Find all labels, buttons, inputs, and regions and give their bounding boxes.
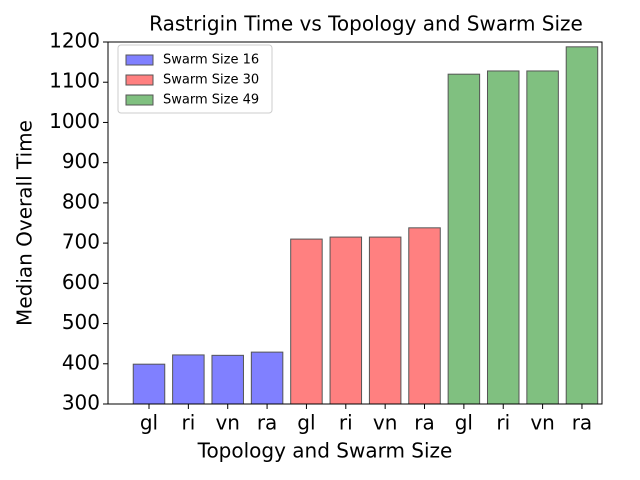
y-tick-label: 1200: [49, 29, 100, 53]
bar: [250, 351, 284, 405]
legend-box: [117, 44, 273, 114]
legend-label: Swarm Size 16: [163, 53, 259, 68]
x-tick-label: gl: [455, 411, 473, 435]
x-tick-label: ra: [414, 411, 434, 435]
x-tick-label: gl: [140, 411, 158, 435]
legend-label: Swarm Size 30: [163, 73, 259, 88]
y-tick-label: 300: [62, 391, 100, 415]
legend-swatch: [125, 74, 154, 86]
x-tick-label: vn: [215, 411, 240, 435]
legend-label: Swarm Size 49: [163, 93, 259, 108]
bar: [565, 46, 599, 405]
bar: [172, 354, 205, 405]
plot-frame: [107, 41, 603, 405]
bar: [408, 227, 441, 405]
bar: [132, 363, 166, 405]
bar: [211, 354, 244, 405]
legend-swatch: [125, 94, 154, 106]
y-tick-label: 800: [62, 189, 100, 213]
y-tick-label: 900: [62, 149, 100, 173]
bar: [329, 236, 363, 405]
x-tick-label: ri: [181, 411, 195, 435]
y-tick-label: 400: [62, 350, 100, 374]
x-tick-label: ri: [496, 411, 510, 435]
y-tick-label: 1100: [49, 69, 100, 93]
y-tick-label: 600: [62, 270, 100, 294]
x-tick-label: vn: [530, 411, 555, 435]
bar: [447, 73, 481, 405]
x-tick-label: vn: [373, 411, 398, 435]
bar: [290, 238, 323, 405]
bar: [486, 70, 520, 405]
y-tick-label: 500: [62, 310, 100, 334]
chart-title: Rastrigin Time vs Topology and Swarm Siz…: [149, 12, 583, 36]
y-axis-label: Median Overall Time: [13, 120, 37, 326]
bar: [526, 70, 559, 405]
x-tick-label: ra: [257, 411, 277, 435]
x-tick-label: ra: [572, 411, 592, 435]
y-tick-label: 700: [62, 230, 100, 254]
legend-swatch: [125, 54, 154, 66]
x-tick-label: gl: [297, 411, 315, 435]
x-axis-label: Topology and Swarm Size: [197, 439, 453, 463]
bar: [368, 236, 402, 405]
y-tick-label: 1000: [49, 109, 100, 133]
x-tick-label: ri: [339, 411, 353, 435]
